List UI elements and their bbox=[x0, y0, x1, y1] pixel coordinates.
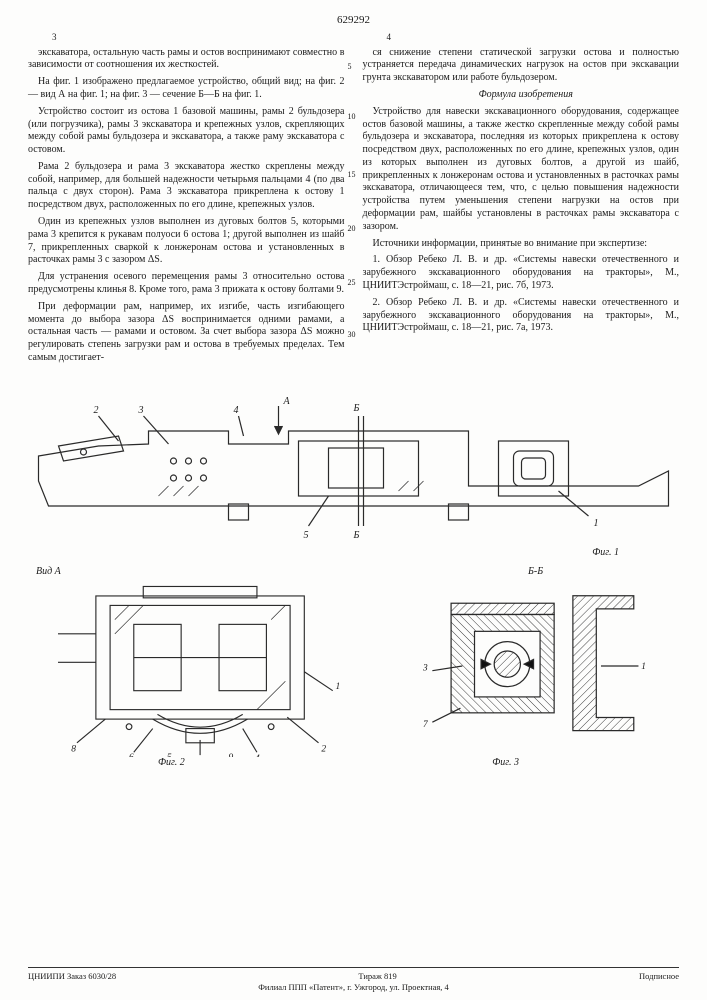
figure-3: Б-Б bbox=[392, 566, 679, 766]
left-column: 3 экскаватора, остальную часть рамы и ос… bbox=[28, 32, 345, 382]
ref-A: А bbox=[283, 396, 291, 407]
paragraph: Устройство для навески экскавационного о… bbox=[363, 106, 680, 234]
footer-order: ЦНИИПИ Заказ 6030/28 bbox=[28, 971, 116, 981]
document-number: 629292 bbox=[28, 14, 679, 26]
footer-sign: Подписное bbox=[639, 971, 679, 981]
source-item: 2. Обзор Ребеко Л. В. и др. «Системы нав… bbox=[363, 297, 680, 335]
svg-text:1: 1 bbox=[641, 662, 646, 672]
svg-text:7: 7 bbox=[423, 720, 428, 730]
svg-text:6: 6 bbox=[129, 753, 134, 757]
svg-text:4: 4 bbox=[255, 754, 260, 757]
paragraph: экскаватора, остальную часть рамы и осто… bbox=[28, 47, 345, 73]
source-item: 1. Обзор Ребеко Л. В. и др. «Системы нав… bbox=[363, 254, 680, 292]
line-number: 20 bbox=[348, 224, 356, 234]
ref-1: 1 bbox=[594, 518, 599, 529]
sources-title: Источники информации, принятые во вниман… bbox=[363, 238, 680, 251]
paragraph: ся снижение степени статической загрузки… bbox=[363, 47, 680, 85]
ref-B2: Б bbox=[353, 530, 360, 541]
footer-address: Филиал ППП «Патент», г. Ужгород, ул. Про… bbox=[28, 982, 679, 992]
paragraph: Для устранения осевого перемещения рамы … bbox=[28, 271, 345, 297]
line-number: 25 bbox=[348, 278, 356, 288]
page: 629292 5 10 15 20 25 30 3 экскаватора, о… bbox=[0, 0, 707, 1000]
line-number: 10 bbox=[348, 112, 356, 122]
line-number: 5 bbox=[348, 62, 352, 72]
view-A-title: Вид А bbox=[36, 566, 372, 577]
fig2-label: Фиг. 2 bbox=[158, 757, 185, 768]
footer-tirage: Тираж 819 bbox=[358, 971, 396, 981]
paragraph: Устройство состоит из остова 1 базовой м… bbox=[28, 106, 345, 157]
fig3-label: Фиг. 3 bbox=[492, 757, 519, 768]
line-number: 30 bbox=[348, 330, 356, 340]
fig1-label: Фиг. 1 bbox=[592, 547, 619, 558]
svg-text:3: 3 bbox=[422, 664, 428, 674]
ref-4: 4 bbox=[234, 405, 239, 416]
right-column: 4 ся снижение степени статической загруз… bbox=[363, 32, 680, 382]
ref-B: Б bbox=[353, 403, 360, 414]
paragraph: Один из крепежных узлов выполнен из дуго… bbox=[28, 216, 345, 267]
formula-title: Формула изобретения bbox=[363, 89, 680, 102]
ref-2: 2 bbox=[94, 405, 99, 416]
figures-block: 2 3 4 А Б Б 5 1 Фиг. 1 Вид А bbox=[28, 386, 679, 766]
svg-text:1: 1 bbox=[336, 682, 341, 692]
figure-1: 2 3 4 А Б Б 5 1 Фиг. 1 bbox=[28, 386, 679, 556]
paragraph: Рама 2 бульдозера и рама 3 экскаватора ж… bbox=[28, 161, 345, 212]
footer: ЦНИИПИ Заказ 6030/28 Тираж 819 Подписное… bbox=[28, 967, 679, 992]
svg-text:9: 9 bbox=[229, 753, 234, 757]
paragraph: На фиг. 1 изображено предлагаемое устрой… bbox=[28, 76, 345, 102]
paragraph: При деформации рам, например, их изгибе,… bbox=[28, 301, 345, 365]
svg-text:2: 2 bbox=[321, 744, 326, 754]
page-num-right: 4 bbox=[363, 32, 680, 44]
figure-2: Вид А bbox=[28, 566, 372, 766]
svg-text:8: 8 bbox=[71, 744, 76, 754]
section-BB-title: Б-Б bbox=[392, 566, 679, 577]
line-number: 15 bbox=[348, 170, 356, 180]
text-columns: 5 10 15 20 25 30 3 экскаватора, остальну… bbox=[28, 32, 679, 382]
page-num-left: 3 bbox=[28, 32, 345, 44]
ref-3: 3 bbox=[138, 405, 144, 416]
ref-5: 5 bbox=[304, 530, 309, 541]
